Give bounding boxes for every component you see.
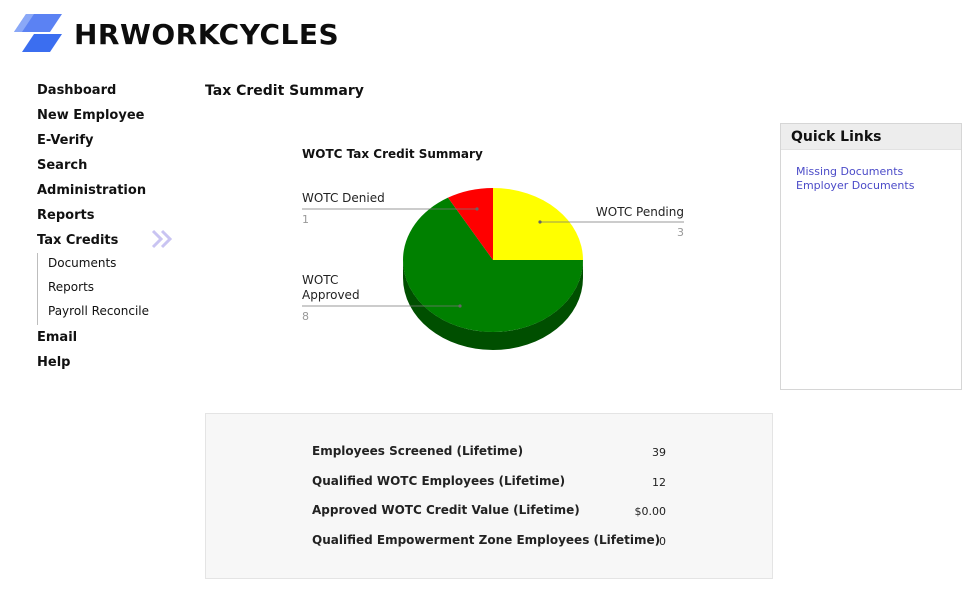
pie-leader-dot — [538, 220, 542, 224]
pie-slice — [403, 197, 583, 332]
nav-item-email[interactable]: Email — [37, 330, 78, 345]
tax-credits-submenu: Documents Reports Payroll Reconcile — [37, 253, 187, 325]
sidebar-nav: Dashboard New Employee E-Verify Search A… — [37, 80, 187, 377]
stat-label: Employees Screened (Lifetime) — [312, 444, 524, 458]
pie-label: WOTC — [302, 273, 338, 287]
stat-label: Qualified WOTC Employees (Lifetime) — [312, 474, 566, 488]
subnav-item-payroll-reconcile[interactable]: Payroll Reconcile — [48, 304, 150, 318]
stat-row: Employees Screened (Lifetime) 39 — [312, 444, 666, 464]
employer-documents-link[interactable]: Employer Documents — [796, 179, 915, 192]
nav-item-reports[interactable]: Reports — [37, 208, 95, 223]
pie-label: WOTC Denied — [302, 191, 385, 205]
chart-title: WOTC Tax Credit Summary — [302, 147, 483, 161]
missing-documents-link[interactable]: Missing Documents — [796, 165, 904, 178]
pie-slice — [493, 188, 583, 260]
pie-value-label: 1 — [302, 213, 309, 226]
nav-item-dashboard[interactable]: Dashboard — [37, 83, 117, 98]
double-chevron-right-icon — [151, 229, 173, 249]
stat-value: 0 — [659, 535, 666, 548]
nav-item-new-employee[interactable]: New Employee — [37, 108, 145, 123]
wotc-pie-chart: WOTC Tax Credit Summary WOTC Denied 1 WOTC… — [270, 130, 750, 380]
pie-slice — [448, 188, 493, 260]
nav-item-administration[interactable]: Administration — [37, 183, 147, 198]
pie-value-label: 8 — [302, 310, 309, 323]
pie-leader-dot — [458, 304, 462, 308]
nav-item-e-verify[interactable]: E-Verify — [37, 133, 94, 148]
stat-row: Approved WOTC Credit Value (Lifetime) $0… — [312, 503, 666, 523]
stat-value: $0.00 — [634, 505, 667, 518]
page-title: Tax Credit Summary — [205, 83, 364, 99]
brand-name: HRWORKCYCLES — [74, 17, 340, 51]
stat-value: 12 — [652, 476, 666, 489]
stat-row: Qualified Empowerment Zone Employees (Li… — [312, 533, 666, 553]
stat-value: 39 — [652, 446, 666, 459]
stat-label: Approved WOTC Credit Value (Lifetime) — [312, 503, 580, 517]
subnav-item-documents[interactable]: Documents — [48, 256, 117, 270]
pie-value-label: 3 — [677, 226, 684, 239]
nav-item-help[interactable]: Help — [37, 355, 71, 370]
pie-label: WOTC Pending — [596, 205, 684, 219]
subnav-item-reports[interactable]: Reports — [48, 280, 95, 294]
stat-label: Qualified Empowerment Zone Employees (Li… — [312, 533, 661, 547]
stat-row: Qualified WOTC Employees (Lifetime) 12 — [312, 474, 666, 494]
lifetime-stats-panel: Employees Screened (Lifetime) 39 Qualifi… — [205, 413, 773, 579]
nav-item-tax-credits[interactable]: Tax Credits — [37, 233, 119, 248]
logo-mark-icon — [14, 14, 62, 52]
quick-links-panel: Quick Links Missing Documents Employer D… — [780, 123, 962, 390]
pie-leader-dot — [475, 207, 479, 211]
quick-links-title: Quick Links — [781, 124, 961, 150]
nav-item-search[interactable]: Search — [37, 158, 88, 173]
pie-slice-side — [403, 260, 583, 350]
pie-label: Approved — [302, 288, 360, 302]
brand-logo[interactable]: HRWORKCYCLES — [12, 14, 339, 54]
